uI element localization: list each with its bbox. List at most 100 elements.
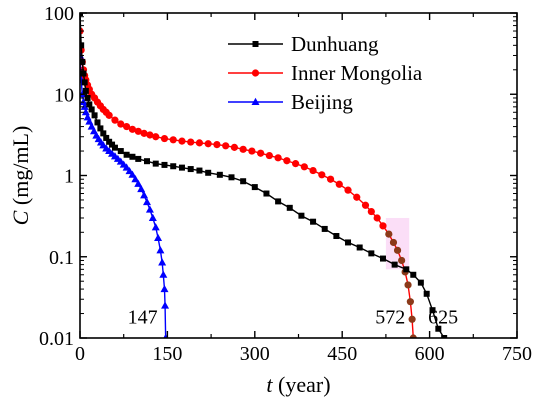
data-point — [137, 184, 146, 193]
data-point — [84, 94, 91, 101]
data-point — [80, 97, 88, 106]
annotation-label: 147 — [128, 306, 158, 328]
data-point — [333, 233, 340, 240]
data-point — [335, 180, 343, 188]
data-point — [222, 142, 230, 150]
annotation-label: 572 — [375, 306, 405, 328]
data-point — [146, 131, 154, 139]
data-point — [263, 190, 270, 197]
data-point — [94, 119, 101, 126]
legend-marker — [251, 69, 260, 77]
data-point — [310, 218, 317, 225]
data-point — [154, 233, 163, 242]
data-point — [109, 141, 116, 148]
highlight-band — [385, 217, 410, 270]
legend-marker — [252, 41, 259, 47]
data-point — [128, 170, 137, 178]
data-point — [410, 271, 417, 278]
y-tick-label: 10 — [54, 84, 74, 106]
data-point — [91, 112, 98, 119]
data-point — [300, 163, 308, 171]
data-point — [385, 230, 393, 238]
data-point — [398, 256, 406, 265]
data-point — [128, 125, 137, 133]
data-point — [435, 325, 442, 332]
data-point — [368, 250, 375, 257]
data-point — [275, 198, 282, 205]
data-point — [240, 178, 247, 185]
data-point — [111, 116, 119, 124]
data-point — [86, 101, 93, 108]
data-point — [318, 171, 326, 179]
data-point — [274, 154, 282, 162]
data-point — [161, 301, 170, 309]
x-tick-label: 300 — [240, 343, 270, 365]
data-point — [195, 139, 204, 147]
data-point — [409, 334, 417, 338]
data-point — [373, 214, 381, 222]
x-tick-label: 150 — [152, 343, 182, 365]
data-point — [309, 166, 317, 175]
legend-entry: Dunhuang — [228, 32, 379, 56]
data-point — [111, 144, 118, 151]
data-point — [248, 147, 256, 155]
data-point — [403, 266, 410, 273]
data-point — [408, 315, 416, 323]
annotation-label: 625 — [428, 306, 458, 328]
data-point — [80, 102, 89, 110]
data-point — [257, 149, 265, 157]
data-point — [80, 51, 84, 59]
data-point — [97, 125, 104, 132]
data-point — [379, 222, 387, 230]
data-point — [160, 284, 169, 293]
y-axis-label-unit: (mg/mL) — [8, 126, 33, 211]
y-tick-label: 0.1 — [49, 247, 74, 269]
legend: Dunhuang Inner Mongolia Beijing — [228, 32, 423, 114]
x-axis-label: t (year) — [266, 372, 330, 397]
data-point — [80, 58, 86, 65]
data-point — [117, 148, 124, 155]
data-point — [379, 255, 386, 262]
data-point — [393, 246, 402, 254]
data-point — [151, 223, 160, 231]
data-point — [353, 193, 361, 201]
data-point — [321, 225, 328, 232]
data-point — [204, 140, 212, 148]
x-axis-label-unit: (year) — [273, 372, 331, 397]
data-point — [361, 201, 370, 209]
data-point — [196, 167, 203, 174]
data-point — [82, 87, 89, 94]
x-tick-label: 600 — [415, 343, 445, 365]
data-point — [129, 153, 136, 160]
data-point — [356, 244, 363, 251]
data-point — [298, 212, 305, 219]
y-tick-label: 1 — [64, 166, 74, 188]
data-point — [80, 13, 83, 16]
data-point — [291, 160, 300, 168]
data-point — [423, 290, 430, 297]
data-point — [417, 279, 424, 286]
x-tick-label: 750 — [502, 343, 532, 365]
data-point — [148, 213, 157, 221]
plot-area: 147 572 625 — [80, 13, 458, 338]
data-point — [170, 163, 177, 170]
data-point — [391, 261, 398, 268]
data-point — [159, 270, 168, 278]
data-point — [169, 136, 177, 144]
data-point — [123, 151, 130, 158]
data-point — [265, 151, 273, 160]
series-dunhuang — [80, 13, 448, 338]
data-point — [134, 179, 143, 187]
data-point — [88, 106, 95, 113]
data-point — [404, 281, 412, 289]
data-point — [213, 141, 221, 149]
data-point — [178, 137, 186, 145]
data-point — [158, 258, 167, 266]
data-point — [251, 184, 258, 191]
data-point — [144, 158, 151, 165]
data-point — [152, 133, 160, 141]
series-beijing — [80, 51, 170, 338]
axis-ticks: 0 150 300 450 600 750 0.01 0.1 1 10 100 — [39, 3, 532, 365]
data-point — [152, 160, 159, 167]
